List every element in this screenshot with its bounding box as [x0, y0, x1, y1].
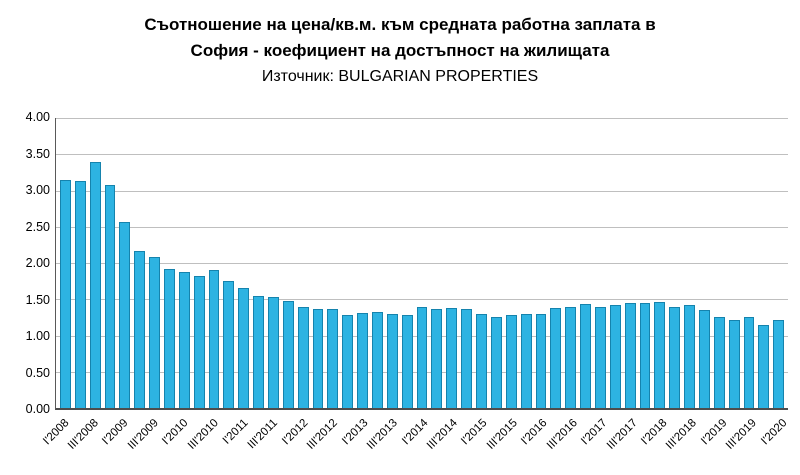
chart-title-line1: Съотношение на цена/кв.м. към средната р… [144, 15, 656, 34]
gridline [56, 154, 788, 156]
bar [104, 185, 116, 408]
bar [149, 257, 161, 408]
gridline [56, 263, 788, 264]
bar [74, 181, 86, 408]
gridline [56, 226, 788, 228]
y-tick-label: 1.00 [25, 329, 50, 343]
bar [758, 324, 770, 408]
y-tick-label: 0.00 [25, 402, 50, 416]
chart-source: Източник: BULGARIAN PROPERTIES [261, 67, 539, 85]
x-tick-label: III'2013 [365, 417, 401, 452]
bar [639, 302, 651, 408]
bar [401, 315, 413, 408]
y-tick-label: 2.00 [25, 256, 50, 270]
bar [342, 315, 354, 408]
x-tick-label: III'2010 [185, 417, 221, 452]
bar [698, 310, 710, 408]
bar [297, 306, 309, 408]
bar [594, 306, 606, 408]
bar [134, 250, 146, 408]
bar [669, 306, 681, 408]
bar [208, 270, 220, 408]
bar [193, 276, 205, 408]
bar [223, 281, 235, 408]
y-tick-label: 3.50 [25, 146, 50, 161]
bar [505, 315, 517, 408]
x-tick-label: III'2019 [724, 417, 760, 452]
bar [253, 295, 265, 408]
bar [89, 161, 101, 408]
bar [550, 307, 562, 408]
x-axis-labels: I'2008 III'2008 I'2009 III'2009 I'2010 III'20… [41, 414, 790, 474]
x-tick-label: III'2011 [246, 417, 281, 452]
bar [476, 313, 487, 408]
x-tick-label: III'2018 [664, 417, 700, 452]
x-tick-label: III'2008 [65, 417, 101, 452]
bar [728, 319, 740, 408]
bar [416, 306, 428, 408]
bar [312, 308, 324, 408]
x-tick-label: III'2012 [305, 417, 341, 452]
bar [773, 319, 785, 408]
bar [520, 313, 532, 408]
bar [60, 179, 71, 408]
x-tick-label: III'2009 [125, 417, 161, 452]
chart-header: Съотношение на цена/кв.м. към средната р… [0, 12, 800, 86]
bar [268, 297, 279, 408]
bar [238, 288, 250, 408]
y-tick-label: 3.00 [25, 183, 50, 197]
bar [684, 305, 695, 408]
y-tick-label: 1.50 [25, 292, 50, 307]
gridline [56, 299, 788, 301]
bar [164, 268, 175, 408]
bar [178, 271, 190, 408]
bar [535, 313, 547, 408]
bar [282, 301, 294, 408]
bar [580, 304, 591, 408]
x-tick-label: III'2015 [484, 417, 520, 452]
x-tick-label: III'2016 [544, 417, 580, 452]
bar [357, 313, 369, 408]
bar [624, 302, 636, 408]
x-tick-label: III'2017 [604, 417, 640, 452]
gridline [56, 190, 788, 192]
x-tick-label: III'2014 [424, 417, 460, 452]
bar [386, 313, 398, 408]
bar [713, 317, 725, 408]
bar [743, 317, 755, 408]
y-tick-label: 4.00 [25, 110, 50, 124]
bar [565, 306, 577, 408]
gridline [56, 118, 788, 119]
chart-title-line2: София - коефициент на достъпност на жили… [190, 41, 610, 61]
bar [431, 308, 443, 408]
bar [461, 308, 473, 408]
bar [490, 316, 502, 408]
bar [654, 302, 666, 408]
bar [372, 312, 383, 408]
x-tick-label: I'2020 [758, 417, 790, 448]
y-tick-label: 2.50 [25, 219, 50, 234]
bar [119, 221, 131, 408]
bar-series [56, 118, 788, 408]
bar [446, 307, 458, 408]
bar [609, 305, 621, 408]
plot-area [55, 118, 788, 410]
y-tick-label: 0.50 [25, 365, 50, 380]
bar [327, 309, 339, 408]
